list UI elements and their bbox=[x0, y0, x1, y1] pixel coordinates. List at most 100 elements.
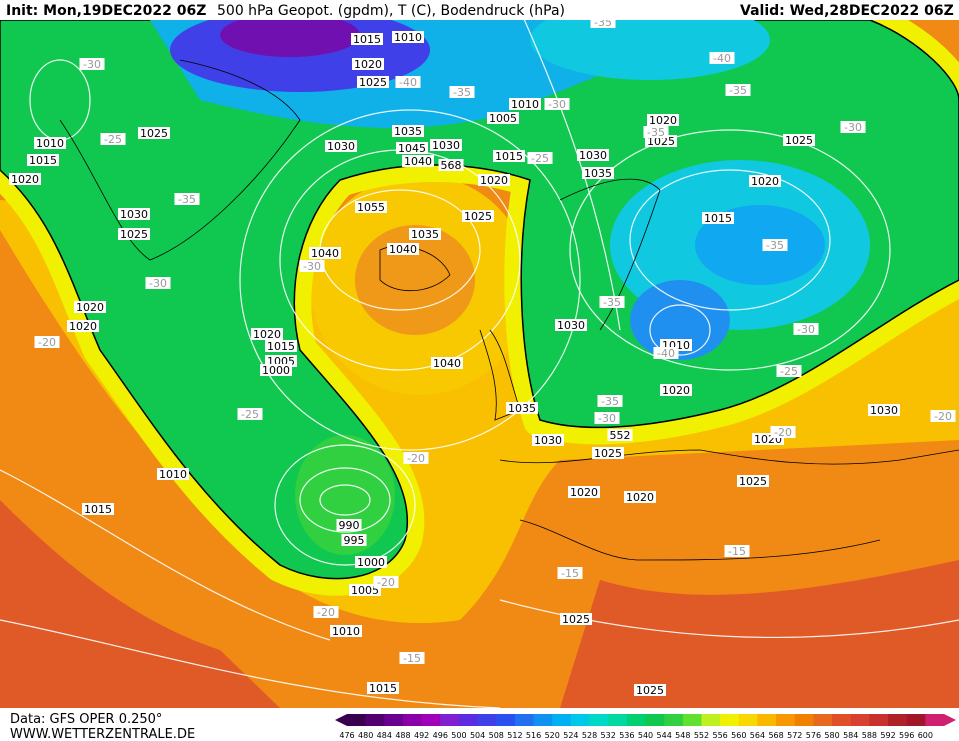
contour-label: 1015 bbox=[353, 33, 381, 46]
label-box bbox=[449, 86, 475, 98]
contour-label: 1030 bbox=[327, 140, 355, 153]
ridge-core bbox=[355, 225, 475, 335]
legend-swatch bbox=[384, 714, 404, 726]
contour-label: 1015 bbox=[704, 212, 732, 225]
contour-label: 1030 bbox=[432, 139, 460, 152]
legend-label: 508 bbox=[489, 731, 504, 740]
green-region bbox=[0, 19, 959, 580]
label-box bbox=[431, 357, 463, 369]
label-box bbox=[709, 52, 735, 64]
contour-label: 1025 bbox=[594, 447, 622, 460]
contour-label: -20 bbox=[407, 452, 425, 465]
legend-label: 560 bbox=[731, 731, 746, 740]
label-box bbox=[74, 301, 106, 313]
label-box bbox=[299, 260, 325, 272]
legend-label: 592 bbox=[880, 731, 895, 740]
contour-label: -40 bbox=[657, 347, 675, 360]
contour-label: 1040 bbox=[311, 247, 339, 260]
contour-label: 1000 bbox=[357, 556, 385, 569]
contour-label: -20 bbox=[934, 410, 952, 423]
legend-label: 480 bbox=[358, 731, 373, 740]
label-box bbox=[373, 576, 399, 588]
contour-label: -30 bbox=[303, 260, 321, 273]
contour-label: 1015 bbox=[267, 340, 295, 353]
legend-label: 568 bbox=[768, 731, 783, 740]
label-box bbox=[597, 395, 623, 407]
contour-label: 1020 bbox=[69, 320, 97, 333]
color-legend: 476 480 484 488 492 496 500 504 508 512 516 520 524 5… bbox=[335, 714, 956, 740]
label-box bbox=[634, 684, 666, 696]
legend-swatch bbox=[458, 714, 479, 726]
legend-label: 484 bbox=[377, 731, 392, 740]
warm-region bbox=[0, 500, 280, 708]
label-box bbox=[402, 155, 434, 167]
legend-swatch bbox=[440, 714, 460, 726]
legend-swatch bbox=[906, 714, 926, 726]
contour-label: -40 bbox=[399, 76, 417, 89]
legend-label: 596 bbox=[899, 731, 914, 740]
label-box bbox=[355, 556, 387, 568]
label-box bbox=[395, 76, 421, 88]
contour-label: -30 bbox=[598, 412, 616, 425]
contour-label: 1020 bbox=[751, 175, 779, 188]
label-box bbox=[762, 239, 788, 251]
map bbox=[0, 0, 959, 709]
contour-label: -30 bbox=[149, 277, 167, 290]
contour-label: 1015 bbox=[29, 154, 57, 167]
label-box bbox=[793, 323, 819, 335]
label-box bbox=[592, 447, 624, 459]
contour-label: 1040 bbox=[389, 243, 417, 256]
legend-label: 528 bbox=[582, 731, 597, 740]
label-box bbox=[770, 426, 796, 438]
cold-core bbox=[220, 13, 360, 57]
contour-label: -25 bbox=[531, 152, 549, 165]
label-box bbox=[438, 159, 464, 171]
contour-label: 1035 bbox=[508, 402, 536, 415]
contour-label: 1025 bbox=[464, 210, 492, 223]
legend-swatch bbox=[626, 714, 646, 726]
label-box bbox=[357, 76, 389, 88]
contour-label: 1025 bbox=[120, 228, 148, 241]
legend-swatch bbox=[402, 714, 423, 726]
contour-label: 1045 bbox=[398, 142, 426, 155]
label-box bbox=[930, 410, 956, 422]
cold-core bbox=[695, 205, 825, 285]
legend-swatch bbox=[570, 714, 591, 726]
label-box bbox=[100, 133, 126, 145]
contour-label: 1020 bbox=[76, 301, 104, 314]
legend-swatch bbox=[533, 714, 553, 726]
contour-label: 1005 bbox=[351, 584, 379, 597]
label-box bbox=[118, 228, 150, 240]
label-box bbox=[544, 98, 570, 110]
label-box bbox=[599, 296, 625, 308]
legend-swatch bbox=[421, 714, 441, 726]
legend-label: 600 bbox=[918, 731, 933, 740]
label-box bbox=[643, 126, 669, 138]
legend-swatch bbox=[757, 714, 777, 726]
legend-label: 500 bbox=[451, 731, 466, 740]
label-box bbox=[594, 412, 620, 424]
label-box bbox=[330, 625, 362, 637]
label-box bbox=[557, 567, 583, 579]
label-box bbox=[532, 434, 564, 446]
site: WWW.WETTERZENTRALE.DE bbox=[10, 727, 195, 741]
legend-label: 588 bbox=[862, 731, 877, 740]
label-box bbox=[351, 33, 383, 45]
legend-label: 572 bbox=[787, 731, 802, 740]
label-box bbox=[399, 652, 425, 664]
label-box bbox=[527, 152, 553, 164]
label-box bbox=[560, 613, 592, 625]
label-box bbox=[568, 486, 600, 498]
label-box bbox=[396, 142, 428, 154]
warm-region bbox=[560, 560, 959, 708]
label-box bbox=[624, 491, 656, 503]
legend-label: 540 bbox=[638, 731, 653, 740]
label-box bbox=[607, 429, 633, 441]
label-box bbox=[555, 319, 587, 331]
legend-label: 492 bbox=[414, 731, 429, 740]
label-box bbox=[138, 127, 170, 139]
label-box bbox=[647, 114, 679, 126]
label-box bbox=[653, 347, 679, 359]
contour-label: 1040 bbox=[404, 155, 432, 168]
label-box bbox=[265, 340, 297, 352]
